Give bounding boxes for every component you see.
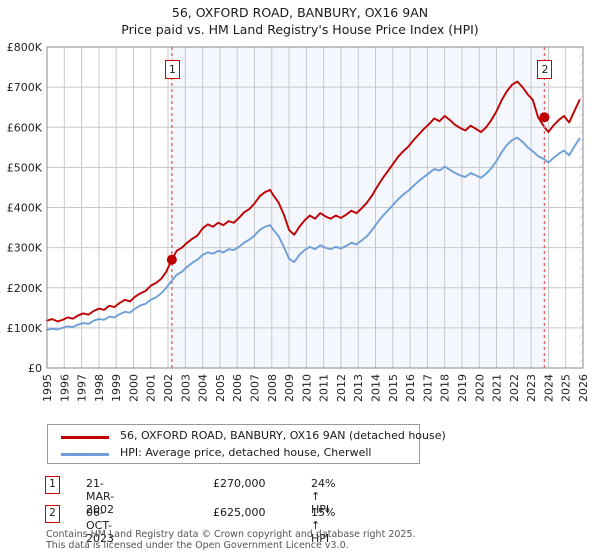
- legend-item-price-paid: 56, OXFORD ROAD, BANBURY, OX16 9AN (deta…: [48, 427, 446, 447]
- sale-date-2: 06-OCT-2023: [86, 506, 114, 545]
- page-title: 56, OXFORD ROAD, BANBURY, OX16 9AN Price…: [0, 0, 600, 38]
- svg-text:2001: 2001: [145, 374, 158, 402]
- svg-text:2021: 2021: [491, 374, 504, 402]
- svg-text:2018: 2018: [439, 374, 452, 402]
- marker-callout-1[interactable]: 1: [164, 60, 180, 79]
- svg-text:2002: 2002: [162, 374, 175, 402]
- svg-text:2000: 2000: [127, 374, 140, 402]
- svg-text:2003: 2003: [179, 374, 192, 402]
- svg-text:2015: 2015: [387, 374, 400, 402]
- svg-text:£500K: £500K: [7, 161, 43, 174]
- svg-text:1997: 1997: [76, 374, 89, 402]
- svg-text:2010: 2010: [300, 374, 313, 402]
- svg-text:1998: 1998: [93, 374, 106, 402]
- sale-index-1: 1: [45, 476, 60, 494]
- svg-text:2022: 2022: [508, 374, 521, 402]
- sale-index-2: 2: [45, 505, 60, 523]
- title-line-1: 56, OXFORD ROAD, BANBURY, OX16 9AN: [171, 5, 429, 20]
- svg-text:2004: 2004: [197, 374, 210, 402]
- legend-label-price-paid: 56, OXFORD ROAD, BANBURY, OX16 9AN (deta…: [120, 429, 446, 442]
- sale-hpi-delta-1: 24% ↑ HPI: [311, 477, 336, 516]
- sale-price-1: £270,000: [213, 477, 266, 490]
- svg-text:2013: 2013: [352, 374, 365, 402]
- svg-text:2017: 2017: [421, 374, 434, 402]
- svg-text:2014: 2014: [370, 374, 383, 402]
- svg-text:£0: £0: [28, 362, 42, 375]
- svg-text:2023: 2023: [525, 374, 538, 402]
- svg-text:2008: 2008: [266, 374, 279, 402]
- legend-swatch-hpi: [61, 453, 109, 456]
- svg-text:2026: 2026: [577, 374, 590, 402]
- title-line-2: Price paid vs. HM Land Registry's House …: [121, 22, 479, 37]
- svg-text:2024: 2024: [542, 374, 555, 402]
- svg-text:2016: 2016: [404, 374, 417, 402]
- svg-text:2009: 2009: [283, 374, 296, 402]
- legend: 56, OXFORD ROAD, BANBURY, OX16 9AN (deta…: [47, 424, 446, 464]
- svg-text:2019: 2019: [456, 374, 469, 402]
- legend-label-hpi: HPI: Average price, detached house, Cher…: [120, 446, 372, 459]
- svg-text:2007: 2007: [248, 374, 261, 402]
- plot-area: £0 £100K £200K £300K £400K £500K £600K £700K £80…: [7, 41, 590, 402]
- sale-price-2: £625,000: [213, 506, 266, 519]
- svg-text:2005: 2005: [214, 374, 227, 402]
- legend-swatch-price-paid: [61, 436, 109, 439]
- svg-text:1995: 1995: [41, 374, 54, 402]
- svg-text:£600K: £600K: [7, 121, 43, 134]
- svg-text:2011: 2011: [318, 374, 331, 402]
- svg-text:£700K: £700K: [7, 81, 43, 94]
- sale-date-1: 21-MAR-2002: [86, 477, 115, 516]
- svg-text:2020: 2020: [473, 374, 486, 402]
- svg-text:1999: 1999: [110, 374, 123, 402]
- svg-text:2006: 2006: [231, 374, 244, 402]
- footer-line-1: Contains HM Land Registry data © Crown c…: [46, 529, 416, 540]
- svg-text:£800K: £800K: [7, 41, 43, 54]
- legend-item-hpi: HPI: Average price, detached house, Cher…: [48, 444, 419, 464]
- svg-text:2025: 2025: [560, 374, 573, 402]
- svg-text:1996: 1996: [58, 374, 71, 402]
- svg-text:2012: 2012: [335, 374, 348, 402]
- svg-text:£200K: £200K: [7, 282, 43, 295]
- svg-text:£400K: £400K: [7, 202, 43, 215]
- marker-callout-2[interactable]: 2: [537, 60, 553, 79]
- svg-text:£100K: £100K: [7, 322, 43, 335]
- svg-text:£300K: £300K: [7, 242, 43, 255]
- sale-hpi-delta-2: 15% ↑ HPI: [311, 506, 336, 545]
- attribution-footer: Contains HM Land Registry data © Crown c…: [46, 529, 416, 551]
- footer-line-2: This data is licensed under the Open Gov…: [46, 540, 349, 551]
